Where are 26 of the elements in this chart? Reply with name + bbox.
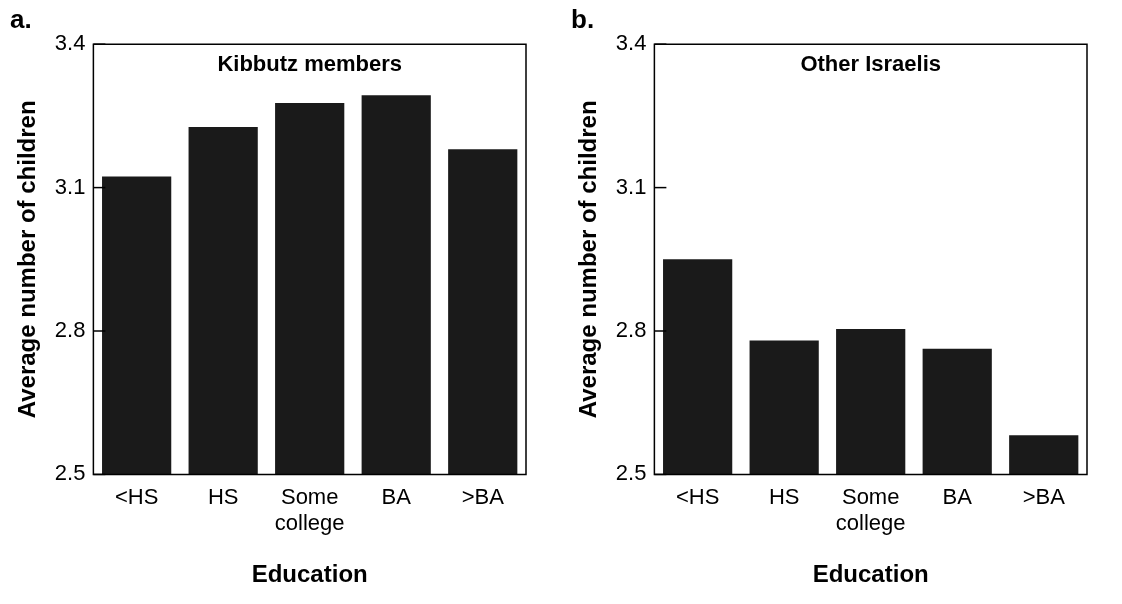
chart-title: b. (571, 3, 595, 34)
x-tick-label: BA (381, 483, 412, 509)
x-axis-title: Education (251, 560, 368, 588)
annotation: Other Israelis (800, 51, 942, 77)
y-tick-label: 3.1 (615, 173, 647, 199)
y-tick-label: 2.5 (54, 460, 86, 486)
x-tick-label: >BA (1022, 483, 1066, 509)
y-tick-label: 3.4 (54, 30, 86, 56)
y-tick-label: 2.8 (54, 317, 86, 343)
x-tick-label: Some college (274, 483, 345, 536)
y-tick-label: 3.4 (615, 30, 647, 56)
y-tick-label: 3.1 (54, 173, 86, 199)
x-tick-label: <HS (675, 483, 720, 509)
y-tick-label: 2.8 (615, 317, 647, 343)
annotation: Kibbutz members (217, 51, 402, 77)
y-axis-title: Average number of children (13, 100, 41, 419)
x-tick-label: >BA (461, 483, 505, 509)
x-tick-label: <HS (114, 483, 159, 509)
x-tick-label: HS (768, 483, 800, 509)
x-axis-title: Education (812, 560, 929, 588)
y-axis-title: Average number of children (574, 100, 602, 419)
y-tick-label: 2.5 (615, 460, 647, 486)
chart-title: a. (10, 3, 32, 34)
x-tick-label: HS (207, 483, 239, 509)
x-tick-label: Some college (835, 483, 906, 536)
x-tick-label: BA (942, 483, 973, 509)
